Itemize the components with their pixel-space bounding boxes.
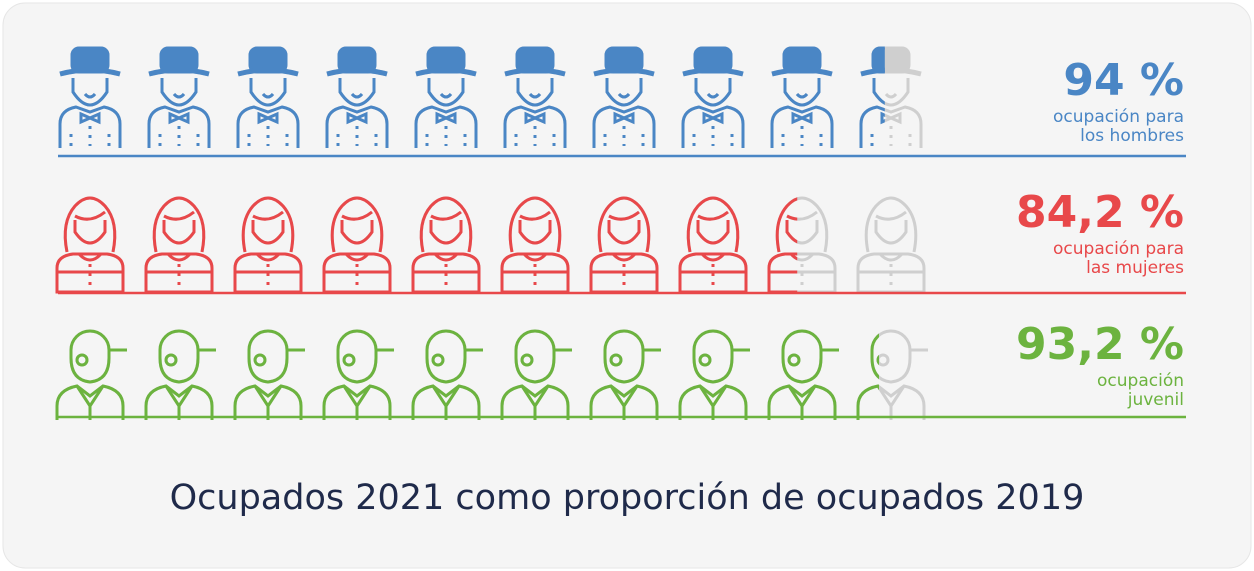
value-label: 94 % bbox=[1063, 58, 1184, 104]
value-label: 84,2 % bbox=[1016, 190, 1184, 236]
infographic: Ocupados 2021 como proporción de ocupado… bbox=[0, 0, 1254, 571]
value-label: 93,2 % bbox=[1016, 322, 1184, 368]
series-name: ocupación para las mujeres bbox=[1053, 240, 1184, 278]
chart-title: Ocupados 2021 como proporción de ocupado… bbox=[0, 478, 1254, 518]
series-name: ocupación juvenil bbox=[1097, 372, 1184, 410]
series-name: ocupación para los hombres bbox=[1053, 108, 1184, 146]
